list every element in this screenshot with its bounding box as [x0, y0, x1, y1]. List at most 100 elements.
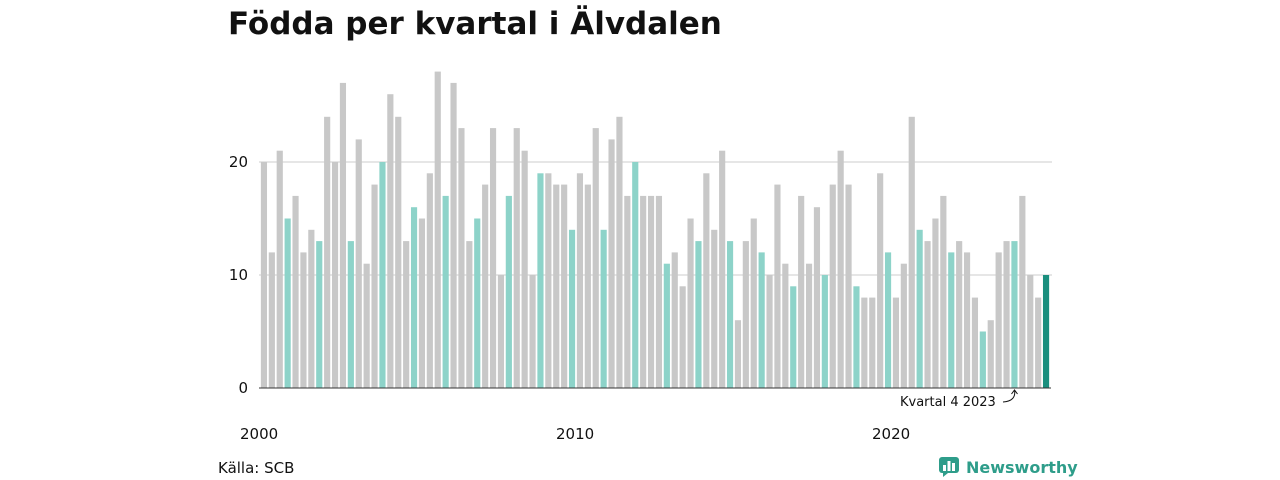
bar	[268, 252, 275, 388]
bar	[940, 195, 947, 388]
bar	[324, 116, 331, 389]
bar	[908, 116, 915, 389]
bar	[426, 173, 433, 388]
bar	[798, 195, 805, 388]
bar	[276, 150, 283, 388]
source-note: Källa: SCB	[218, 459, 295, 477]
bar	[726, 241, 734, 388]
bar	[655, 195, 663, 388]
bar	[260, 162, 268, 388]
bar	[813, 207, 821, 388]
y-tick-label: 20	[229, 153, 248, 171]
bar	[884, 252, 892, 388]
bar	[339, 82, 347, 389]
bar	[616, 116, 623, 389]
bar	[916, 229, 923, 388]
bar-chart-bubble-icon	[939, 457, 959, 477]
bar	[821, 275, 828, 388]
bar	[300, 252, 307, 388]
bar	[750, 218, 757, 388]
bar	[482, 184, 489, 388]
bar	[1035, 297, 1042, 388]
bar	[963, 252, 971, 388]
bar	[505, 195, 512, 388]
bar	[679, 286, 686, 388]
bar	[545, 173, 552, 388]
bar	[742, 241, 749, 388]
brand-logo: Newsworthy	[938, 456, 1078, 478]
bar	[853, 286, 860, 388]
x-tick-label: 2000	[240, 425, 278, 443]
bar	[687, 218, 694, 388]
bar	[647, 195, 655, 388]
bar	[877, 173, 884, 388]
bar	[292, 195, 299, 388]
bar	[458, 128, 465, 388]
bar	[371, 184, 378, 388]
bar	[418, 218, 426, 388]
bar	[576, 173, 584, 388]
bar	[568, 229, 576, 388]
bar	[363, 263, 370, 388]
bar	[489, 128, 497, 388]
bar	[592, 128, 599, 388]
bar	[987, 320, 994, 388]
bar	[837, 150, 844, 388]
bar	[671, 252, 678, 388]
brand-name: Newsworthy	[966, 457, 1078, 477]
annotation-label: Kvartal 4 2023	[900, 395, 996, 410]
x-axis-ticks: 2000 2010 2020	[240, 425, 910, 443]
bar	[497, 275, 505, 388]
y-tick-label: 10	[229, 266, 248, 284]
x-tick-label: 2010	[556, 425, 594, 443]
bar	[632, 162, 639, 388]
bar	[995, 252, 1002, 388]
annotation-arrow	[1002, 389, 1018, 403]
bar	[529, 275, 536, 388]
bar	[829, 184, 836, 388]
bar	[979, 331, 986, 388]
bar	[640, 195, 647, 388]
bar	[521, 150, 528, 388]
bar	[1027, 275, 1034, 388]
bar	[331, 162, 339, 388]
bar	[624, 195, 631, 388]
bar	[347, 241, 354, 388]
bar	[442, 195, 449, 388]
annotation: Kvartal 4 2023	[900, 389, 1018, 410]
bar	[410, 207, 418, 388]
bar	[758, 252, 765, 388]
bar	[395, 116, 402, 389]
bar	[711, 229, 718, 388]
bar	[766, 275, 773, 388]
x-tick-label: 2020	[872, 425, 910, 443]
bar	[379, 162, 386, 388]
bar	[971, 297, 979, 388]
bar	[695, 241, 702, 388]
bar	[1019, 195, 1026, 388]
bar	[805, 263, 813, 388]
bar	[790, 286, 797, 388]
bar	[734, 320, 742, 388]
bar	[387, 94, 394, 388]
bar	[900, 263, 907, 388]
bar	[561, 184, 568, 388]
bar	[284, 218, 291, 388]
bar	[861, 297, 868, 388]
bar	[608, 139, 615, 388]
bar	[584, 184, 591, 388]
bar	[450, 82, 457, 389]
bar	[956, 241, 963, 388]
bars	[260, 71, 1050, 389]
bar	[774, 184, 781, 388]
bar	[869, 297, 876, 388]
bar	[403, 241, 410, 388]
bar	[308, 229, 315, 388]
bar	[948, 252, 955, 388]
bar	[466, 241, 473, 388]
bar	[537, 173, 544, 388]
bar	[1011, 241, 1018, 388]
bar	[845, 184, 852, 388]
bar	[1003, 241, 1010, 388]
